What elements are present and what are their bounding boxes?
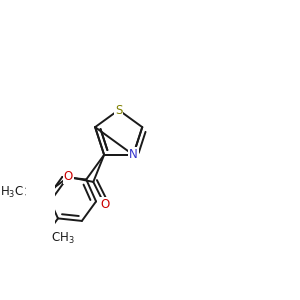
Text: CH$_3$: CH$_3$: [51, 231, 75, 247]
Text: C: C: [17, 186, 26, 199]
Text: O: O: [100, 198, 109, 211]
Text: N: N: [129, 148, 138, 161]
Text: O: O: [64, 170, 73, 183]
Text: N: N: [129, 148, 138, 161]
Text: H$_3$C: H$_3$C: [0, 184, 24, 200]
Text: S: S: [115, 103, 122, 116]
